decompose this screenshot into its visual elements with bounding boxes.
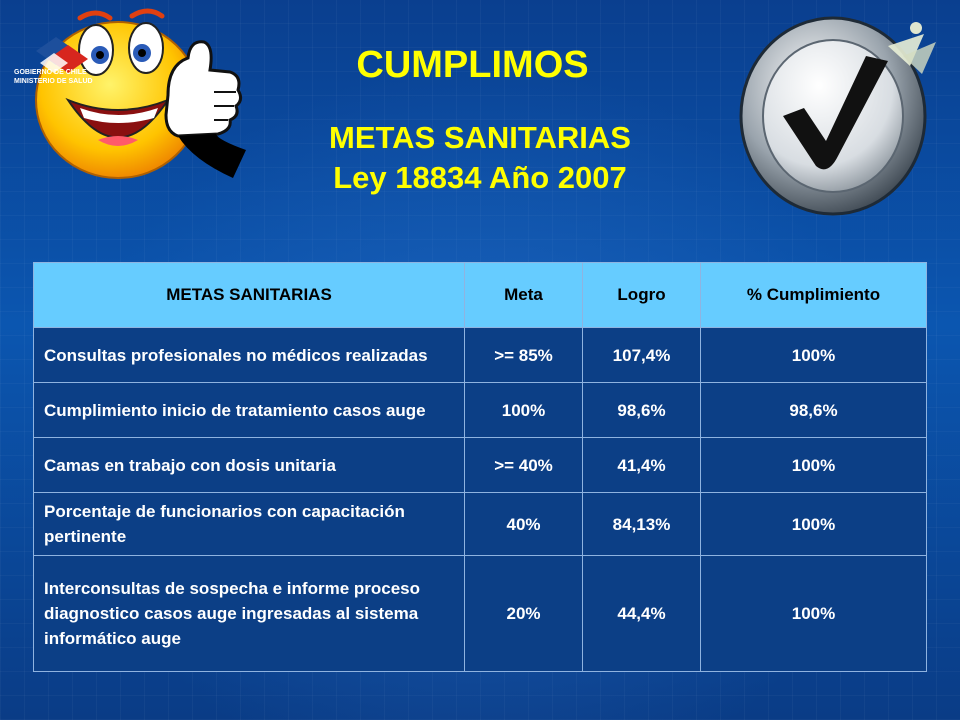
- col-header-metas: METAS SANITARIAS: [33, 262, 465, 328]
- subtitle-line-2: Ley 18834 Año 2007: [333, 160, 627, 195]
- page-subtitle: METAS SANITARIAS Ley 18834 Año 2007: [260, 118, 700, 198]
- meta-name-cell: Cumplimiento inicio de tratamiento casos…: [33, 382, 465, 438]
- logo-line-2: MINISTERIO DE SALUD: [14, 78, 93, 85]
- logro-cell: 84,13%: [582, 492, 701, 556]
- cumplimiento-cell: 98,6%: [700, 382, 927, 438]
- meta-cell: 100%: [464, 382, 583, 438]
- ministry-logo-text: GOBIERNO DE CHILE MINISTERIO DE SALUD: [14, 68, 124, 86]
- logro-cell: 107,4%: [582, 327, 701, 383]
- table-header-row: METAS SANITARIAS Meta Logro % Cumplimien…: [33, 262, 927, 328]
- meta-name-cell: Porcentaje de funcionarios con capacitac…: [33, 492, 465, 556]
- col-header-meta: Meta: [464, 262, 583, 328]
- table-row: Camas en trabajo con dosis unitaria >= 4…: [33, 437, 927, 493]
- logro-cell: 41,4%: [582, 437, 701, 493]
- cumplimiento-cell: 100%: [700, 492, 927, 556]
- col-header-logro: Logro: [582, 262, 701, 328]
- ministry-logo-icon: [36, 37, 88, 73]
- meta-cell: >= 85%: [464, 327, 583, 383]
- meta-cell: 40%: [464, 492, 583, 556]
- cumplimiento-cell: 100%: [700, 327, 927, 383]
- subtitle-line-1: METAS SANITARIAS: [329, 120, 631, 155]
- meta-name-cell: Interconsultas de sospecha e informe pro…: [33, 555, 465, 672]
- logro-cell: 98,6%: [582, 382, 701, 438]
- meta-name-cell: Consultas profesionales no médicos reali…: [33, 327, 465, 383]
- table-row: Porcentaje de funcionarios con capacitac…: [33, 492, 927, 556]
- table-row: Consultas profesionales no médicos reali…: [33, 327, 927, 383]
- meta-name-cell: Camas en trabajo con dosis unitaria: [33, 437, 465, 493]
- cumplimiento-cell: 100%: [700, 437, 927, 493]
- table-row: Cumplimiento inicio de tratamiento casos…: [33, 382, 927, 438]
- checkmark-button-icon: [739, 16, 936, 216]
- logro-cell: 44,4%: [582, 555, 701, 672]
- table-row: Interconsultas de sospecha e informe pro…: [33, 555, 927, 672]
- logo-line-1: GOBIERNO DE CHILE: [14, 69, 87, 76]
- cumplimiento-cell: 100%: [700, 555, 927, 672]
- meta-cell: 20%: [464, 555, 583, 672]
- metas-table: METAS SANITARIAS Meta Logro % Cumplimien…: [33, 262, 927, 672]
- meta-cell: >= 40%: [464, 437, 583, 493]
- page-title: CUMPLIMOS: [356, 44, 589, 86]
- col-header-cumplimiento: % Cumplimiento: [700, 262, 927, 328]
